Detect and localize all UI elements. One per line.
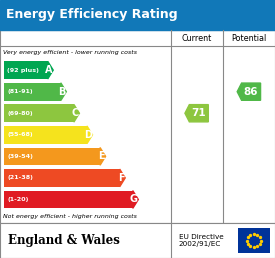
- Polygon shape: [87, 126, 92, 144]
- Bar: [0, 30, 275, 223]
- Polygon shape: [133, 191, 138, 208]
- Text: (39-54): (39-54): [7, 154, 33, 159]
- Polygon shape: [237, 83, 261, 100]
- Bar: [4, 191, 133, 208]
- Text: G: G: [130, 195, 138, 205]
- Text: A: A: [45, 65, 52, 75]
- Polygon shape: [74, 104, 79, 122]
- Text: England & Wales: England & Wales: [8, 234, 120, 247]
- Text: C: C: [71, 108, 79, 118]
- Text: Energy Efficiency Rating: Energy Efficiency Rating: [6, 8, 177, 21]
- Text: (21-38): (21-38): [7, 175, 33, 180]
- Text: 86: 86: [244, 87, 258, 97]
- Text: Not energy efficient - higher running costs: Not energy efficient - higher running co…: [3, 214, 137, 219]
- Text: (92 plus): (92 plus): [7, 68, 39, 72]
- Polygon shape: [100, 148, 106, 165]
- Text: (55-68): (55-68): [7, 132, 33, 137]
- Polygon shape: [120, 169, 125, 187]
- Bar: [4, 148, 100, 165]
- Text: (81-91): (81-91): [7, 89, 33, 94]
- Polygon shape: [48, 61, 53, 79]
- Polygon shape: [185, 104, 208, 122]
- Polygon shape: [61, 83, 66, 101]
- Bar: [4, 104, 74, 122]
- Text: D: D: [84, 130, 92, 140]
- Text: Potential: Potential: [231, 34, 266, 43]
- Bar: [4, 169, 120, 187]
- Text: (69-80): (69-80): [7, 111, 33, 116]
- Text: EU Directive
2002/91/EC: EU Directive 2002/91/EC: [179, 234, 224, 247]
- Text: Very energy efficient - lower running costs: Very energy efficient - lower running co…: [3, 50, 137, 55]
- Bar: [4, 83, 61, 101]
- Text: E: E: [98, 151, 105, 161]
- Bar: [4, 61, 48, 79]
- Text: B: B: [58, 87, 65, 97]
- Bar: [4, 126, 87, 144]
- Text: Current: Current: [182, 34, 212, 43]
- Bar: [0, 0, 275, 30]
- Text: F: F: [118, 173, 124, 183]
- Bar: [0, 223, 275, 258]
- Bar: [238, 228, 270, 253]
- Text: (1-20): (1-20): [7, 197, 29, 202]
- Text: 71: 71: [191, 108, 206, 118]
